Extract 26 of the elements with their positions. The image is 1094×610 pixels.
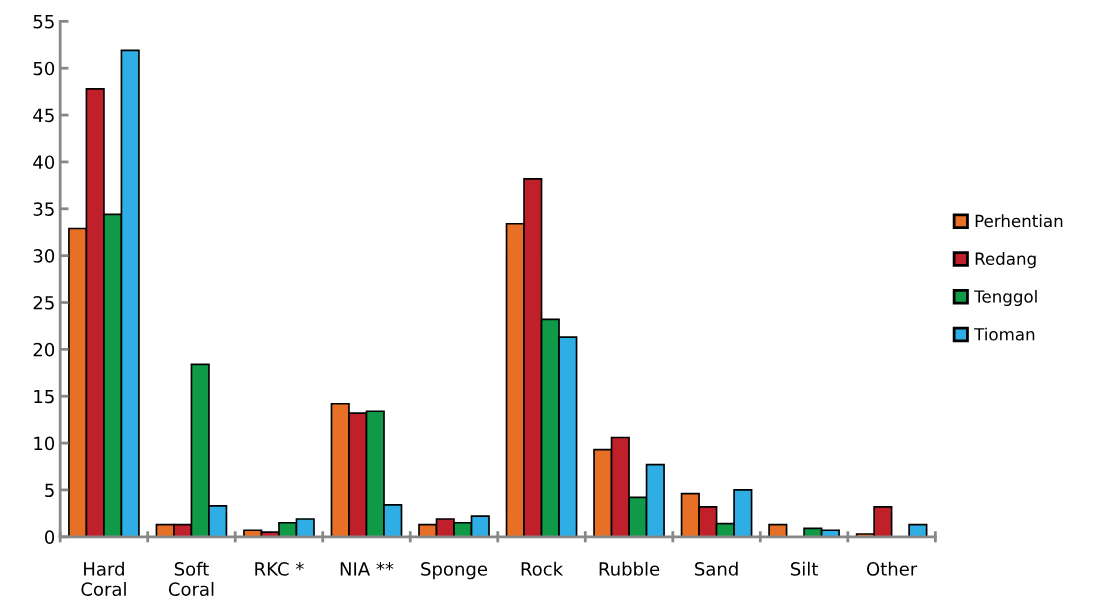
legend-label: Tenggol — [974, 289, 1037, 307]
legend-label: Perhentian — [975, 214, 1063, 228]
y-tick-label: 55 — [33, 15, 54, 29]
x-tick-label: Sand — [695, 561, 738, 576]
legend-label: Tioman — [974, 327, 1035, 341]
x-tick-label: Soft Coral — [168, 561, 214, 596]
y-tick-label: 25 — [33, 295, 54, 310]
x-tick-label: Rock — [521, 561, 564, 576]
x-tick-label: Silt — [790, 561, 818, 576]
y-tick-label: 10 — [34, 436, 55, 451]
y-tick-label: 15 — [34, 389, 54, 404]
x-tick-label: RKC * — [255, 562, 304, 576]
y-tick-label: 20 — [33, 342, 55, 357]
x-tick-label: Rubble — [599, 561, 660, 576]
x-tick-label: Sponge — [421, 562, 488, 580]
y-tick-label: 40 — [33, 155, 55, 170]
x-tick-label: NIA ** — [340, 562, 394, 576]
y-tick-label: 45 — [33, 108, 54, 123]
legend-label: Redang — [975, 252, 1036, 269]
x-tick-label: Hard Coral — [81, 561, 126, 596]
y-tick-label: 0 — [45, 530, 55, 544]
y-tick-label: 50 — [33, 61, 55, 76]
x-tick-label: Other — [866, 561, 918, 576]
y-tick-label: 35 — [33, 202, 54, 216]
y-tick-label: 30 — [33, 249, 55, 263]
y-tick-label: 5 — [45, 483, 54, 498]
